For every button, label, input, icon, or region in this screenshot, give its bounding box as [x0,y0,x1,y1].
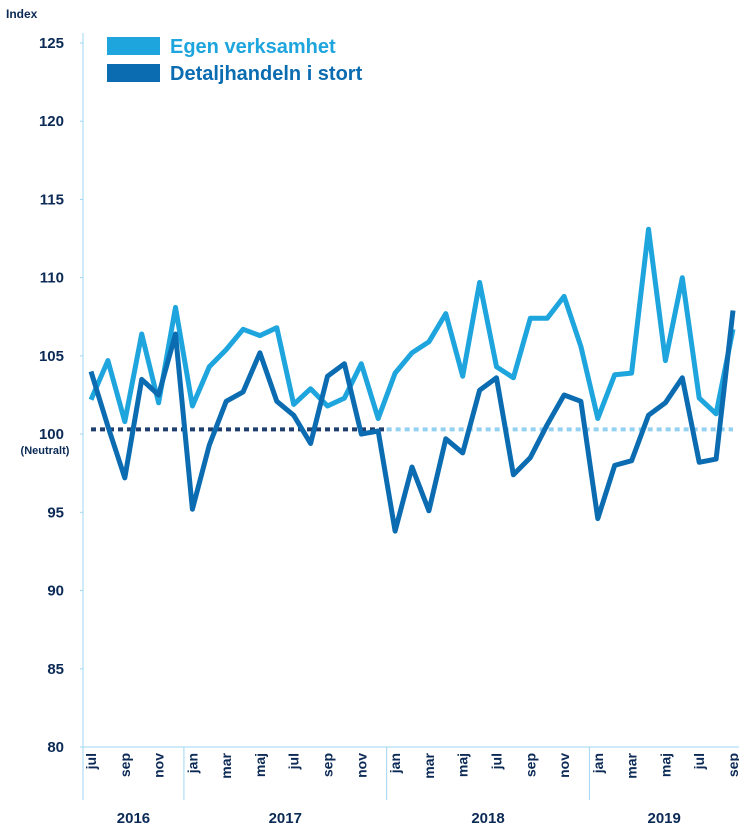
neutral-label: (Neutralt) [21,445,70,457]
legend-label: Detaljhandeln i stort [170,63,363,85]
x-tick-label: mar [218,752,234,778]
y-tick-label: 110 [40,270,64,287]
legend-swatch [107,37,160,55]
x-tick-label: sep [320,753,336,777]
x-tick-label: nov [353,753,369,778]
y-tick-label: 120 [39,113,64,130]
x-tick-label: sep [522,753,538,777]
y-tick-label: 105 [39,348,64,365]
x-tick-label: maj [252,753,268,777]
y-tick-label: 100 [39,426,64,443]
year-label: 2017 [269,810,302,827]
x-tick-label: jan [184,753,200,774]
series-line [88,226,736,425]
y-tick-label: 95 [47,504,64,521]
x-tick-label: nov [556,753,572,778]
x-tick-label: sep [117,753,133,777]
y-tick-label: 115 [40,191,64,208]
y-tick-label: 85 [47,661,64,678]
y-tick-label: 90 [47,583,64,600]
x-tick-label: jul [286,753,302,770]
x-tick-label: jul [83,753,99,770]
year-label: 2016 [117,810,150,827]
x-tick-label: mar [624,752,640,778]
x-tick-label: jan [387,753,403,774]
year-label: 2019 [648,810,681,827]
x-tick-label: maj [657,753,673,777]
year-label: 2018 [471,810,504,827]
x-tick-label: nov [151,753,167,778]
x-tick-label: maj [455,753,471,777]
y-tick-label: 125 [39,35,64,52]
y-axis-label: Index [6,7,38,21]
x-tick-label: jan [590,753,606,774]
series-line [88,310,736,534]
x-tick-label: jul [691,753,707,770]
legend-label: Egen verksamhet [170,36,336,58]
x-tick-label: jul [488,753,504,770]
y-tick-label: 80 [47,739,64,756]
x-tick-label: mar [421,752,437,778]
x-tick-label: sep [725,753,739,777]
legend-swatch [107,64,160,82]
